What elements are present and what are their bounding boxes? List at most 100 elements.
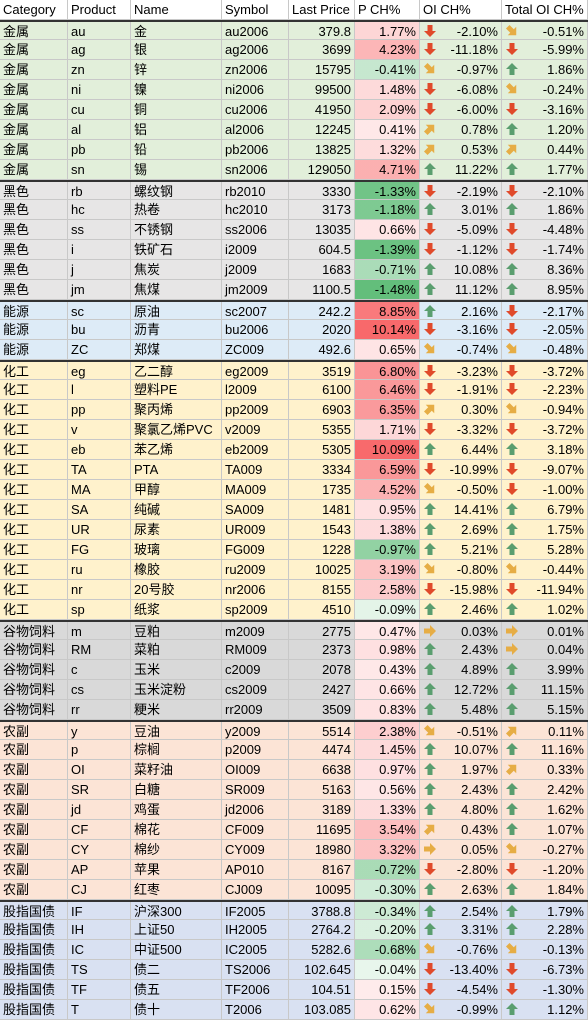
table-cell: 苯乙烯 <box>131 440 222 459</box>
table-cell: CY <box>68 840 131 859</box>
table-cell: 0.83% <box>355 700 420 719</box>
table-cell: -6.73% <box>502 960 588 979</box>
cell-text: 螺纹钢 <box>134 184 174 199</box>
table-cell: PTA <box>131 460 222 479</box>
cell-text: 化工 <box>3 602 30 617</box>
table-cell: 6.59% <box>355 460 420 479</box>
trend-icon <box>505 402 517 414</box>
cell-text: RM009 <box>225 642 267 657</box>
cell-text: 1.32% <box>379 142 416 157</box>
cell-text: 菜籽油 <box>134 762 174 777</box>
trend-icon <box>424 523 436 535</box>
table-row: 股指国债 TS 债二 TS2006 102.645 -0.04% -13.40% -6.73% <box>0 960 588 980</box>
table-cell: -0.94% <box>502 400 588 419</box>
cell-text: sn <box>71 162 85 177</box>
table-cell: 黑色 <box>0 220 68 239</box>
cell-text: 1.71% <box>379 422 416 437</box>
cell-text: 4.71% <box>379 162 416 177</box>
table-cell: pb <box>68 140 131 159</box>
cell-text: CJ009 <box>225 882 263 897</box>
cell-text: -0.04% <box>374 962 416 977</box>
table-cell: 10.09% <box>355 440 420 459</box>
cell-text: 104.51 <box>311 982 351 997</box>
table-cell: zn2006 <box>222 60 289 79</box>
table-cell: 5305 <box>289 440 355 459</box>
cell-text: 15795 <box>314 62 351 77</box>
table-cell: 1.02% <box>502 600 588 619</box>
table-cell: -0.97% <box>420 60 502 79</box>
table-cell: -2.05% <box>502 320 588 339</box>
table-cell: -3.72% <box>502 420 588 439</box>
trend-icon <box>506 1003 518 1015</box>
table-cell: -1.33% <box>355 182 420 199</box>
table-cell: 棉纱 <box>131 840 222 859</box>
table-cell: 0.30% <box>420 400 502 419</box>
trend-icon <box>424 583 436 595</box>
table-cell: 1.77% <box>502 160 588 179</box>
trend-icon <box>423 342 435 354</box>
trend-icon <box>506 283 518 295</box>
cell-text: 3519 <box>322 364 351 379</box>
cell-text: 0.30% <box>461 402 498 417</box>
table-row: 化工 ru 橡胶 ru2009 10025 3.19% -0.80% -0.44% <box>0 560 588 580</box>
trend-icon <box>423 824 435 836</box>
cell-text: 玻璃 <box>134 542 161 557</box>
table-cell: -0.97% <box>355 540 420 559</box>
table-cell: 0.43% <box>420 820 502 839</box>
table-cell: bu2006 <box>222 320 289 339</box>
table-cell: 4474 <box>289 740 355 759</box>
cell-text: 10025 <box>314 562 351 577</box>
cell-text: 苯乙烯 <box>134 442 174 457</box>
table-cell: jm <box>68 280 131 299</box>
cell-text: eg2009 <box>225 364 269 379</box>
cell-text: 5355 <box>322 422 351 437</box>
table-cell: m <box>68 622 131 639</box>
cell-text: -2.17% <box>542 304 584 319</box>
table-cell: -3.16% <box>502 100 588 119</box>
cell-text: y <box>71 724 78 739</box>
cell-text: 棉纱 <box>134 842 161 857</box>
table-cell: 化工 <box>0 480 68 499</box>
table-cell: -2.19% <box>420 182 502 199</box>
table-cell: 债二 <box>131 960 222 979</box>
trend-icon <box>424 383 436 395</box>
cell-text: -2.10% <box>456 24 498 39</box>
cell-text: -0.09% <box>374 602 416 617</box>
cell-text: 化工 <box>3 582 30 597</box>
table-row: 黑色 j 焦炭 j2009 1683 -0.71% 10.08% 8.36% <box>0 260 588 280</box>
cell-text: 2.42% <box>547 782 584 797</box>
table-cell: 农副 <box>0 740 68 759</box>
cell-text: 6.46% <box>379 382 416 397</box>
table-cell: 锡 <box>131 160 222 179</box>
table-cell: sc <box>68 302 131 319</box>
table-row: 农副 p 棕榈 p2009 4474 1.45% 10.07% 11.16% <box>0 740 588 760</box>
cell-text: 0.15% <box>379 982 416 997</box>
trend-icon <box>506 103 518 115</box>
cell-text: IC2005 <box>225 942 267 957</box>
table-cell: 4510 <box>289 600 355 619</box>
table-cell: rb2010 <box>222 182 289 199</box>
cell-text: 乙二醇 <box>134 364 174 379</box>
cell-text: 10095 <box>314 882 351 897</box>
table-row: 股指国债 IF 沪深300 IF2005 3788.8 -0.34% 2.54% 1.79% <box>0 900 588 920</box>
cell-text: 12245 <box>314 122 351 137</box>
cell-text: 2764.2 <box>311 922 351 937</box>
cell-text: -3.16% <box>456 322 498 337</box>
table-cell: 能源 <box>0 340 68 359</box>
table-cell: 12.72% <box>420 680 502 699</box>
table-cell: IF <box>68 902 131 919</box>
table-cell: 农副 <box>0 760 68 779</box>
header-cell: P CH% <box>355 0 420 19</box>
cell-text: IH <box>71 922 84 937</box>
cell-text: jd2006 <box>225 802 265 817</box>
cell-text: -2.19% <box>456 184 498 199</box>
table-cell: sp <box>68 600 131 619</box>
table-cell: TA009 <box>222 460 289 479</box>
table-cell: sc2007 <box>222 302 289 319</box>
cell-text: -3.16% <box>542 102 584 117</box>
cell-text: 金属 <box>3 122 30 137</box>
table-cell: FG <box>68 540 131 559</box>
cell-text: 白糖 <box>134 782 161 797</box>
table-cell: 沪深300 <box>131 902 222 919</box>
cell-text: 化工 <box>3 364 30 379</box>
